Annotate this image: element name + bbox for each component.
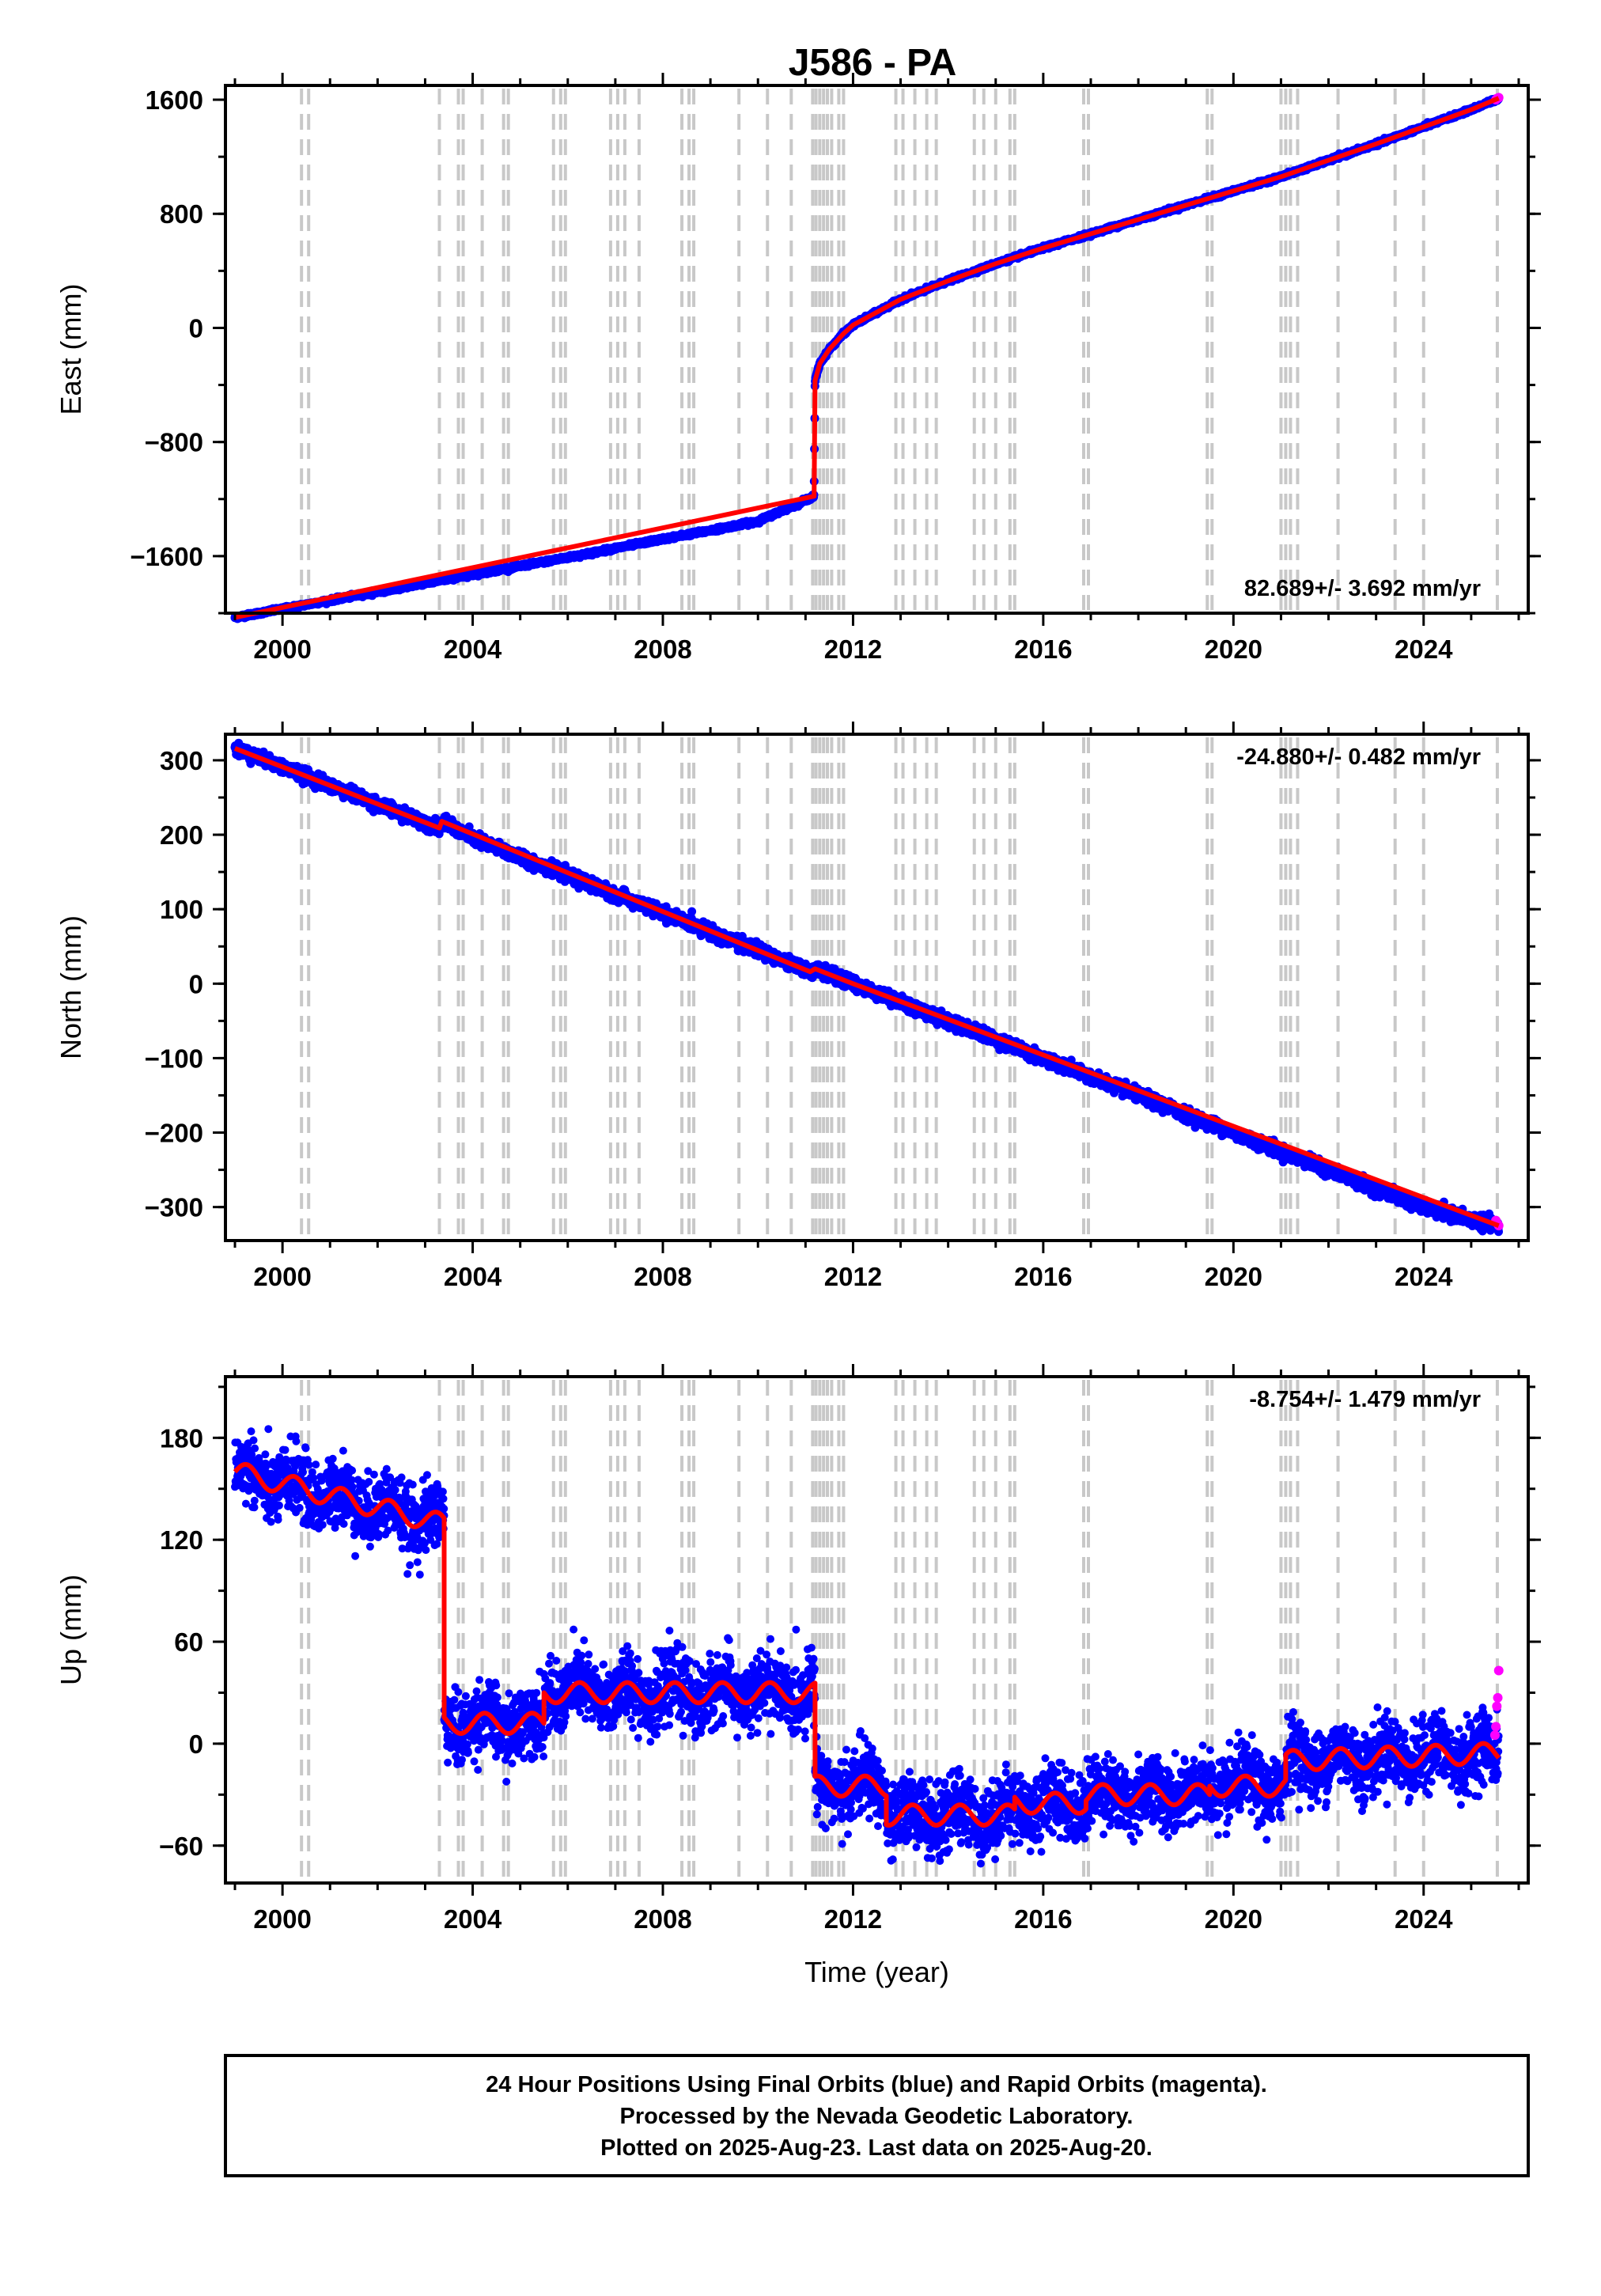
x-tick-label: 2012 <box>824 635 882 664</box>
north-panel: 2000 2004 2008 2012 2016 2020 2024−300−200−100… <box>55 722 1541 1291</box>
x-tick-label: 2016 <box>1014 635 1072 664</box>
y-tick-label: 1600 <box>146 85 203 115</box>
y-tick-label: 0 <box>189 313 203 343</box>
model-fit-line <box>234 96 1500 620</box>
x-tick-label: 2024 <box>1395 635 1453 664</box>
x-tick-label: 2004 <box>444 635 502 664</box>
y-axis-label: East (mm) <box>55 284 87 415</box>
x-tick-label: 2020 <box>1205 635 1262 664</box>
x-tick-label: 2008 <box>634 635 691 664</box>
y-tick-label: −800 <box>145 428 203 457</box>
y-tick-label: 800 <box>160 199 203 229</box>
y-tick-label: −1600 <box>130 542 203 571</box>
x-tick-label: 2000 <box>253 635 311 664</box>
velocity-label: 82.689+/- 3.692 mm/yr <box>1244 576 1481 601</box>
final-orbit-points <box>230 93 1503 623</box>
east-panel: 2000 2004 2008 2012 2016 2020 2024 −1600 −800 0 80… <box>55 73 1541 664</box>
figure-title: J586 - PA <box>789 42 957 84</box>
